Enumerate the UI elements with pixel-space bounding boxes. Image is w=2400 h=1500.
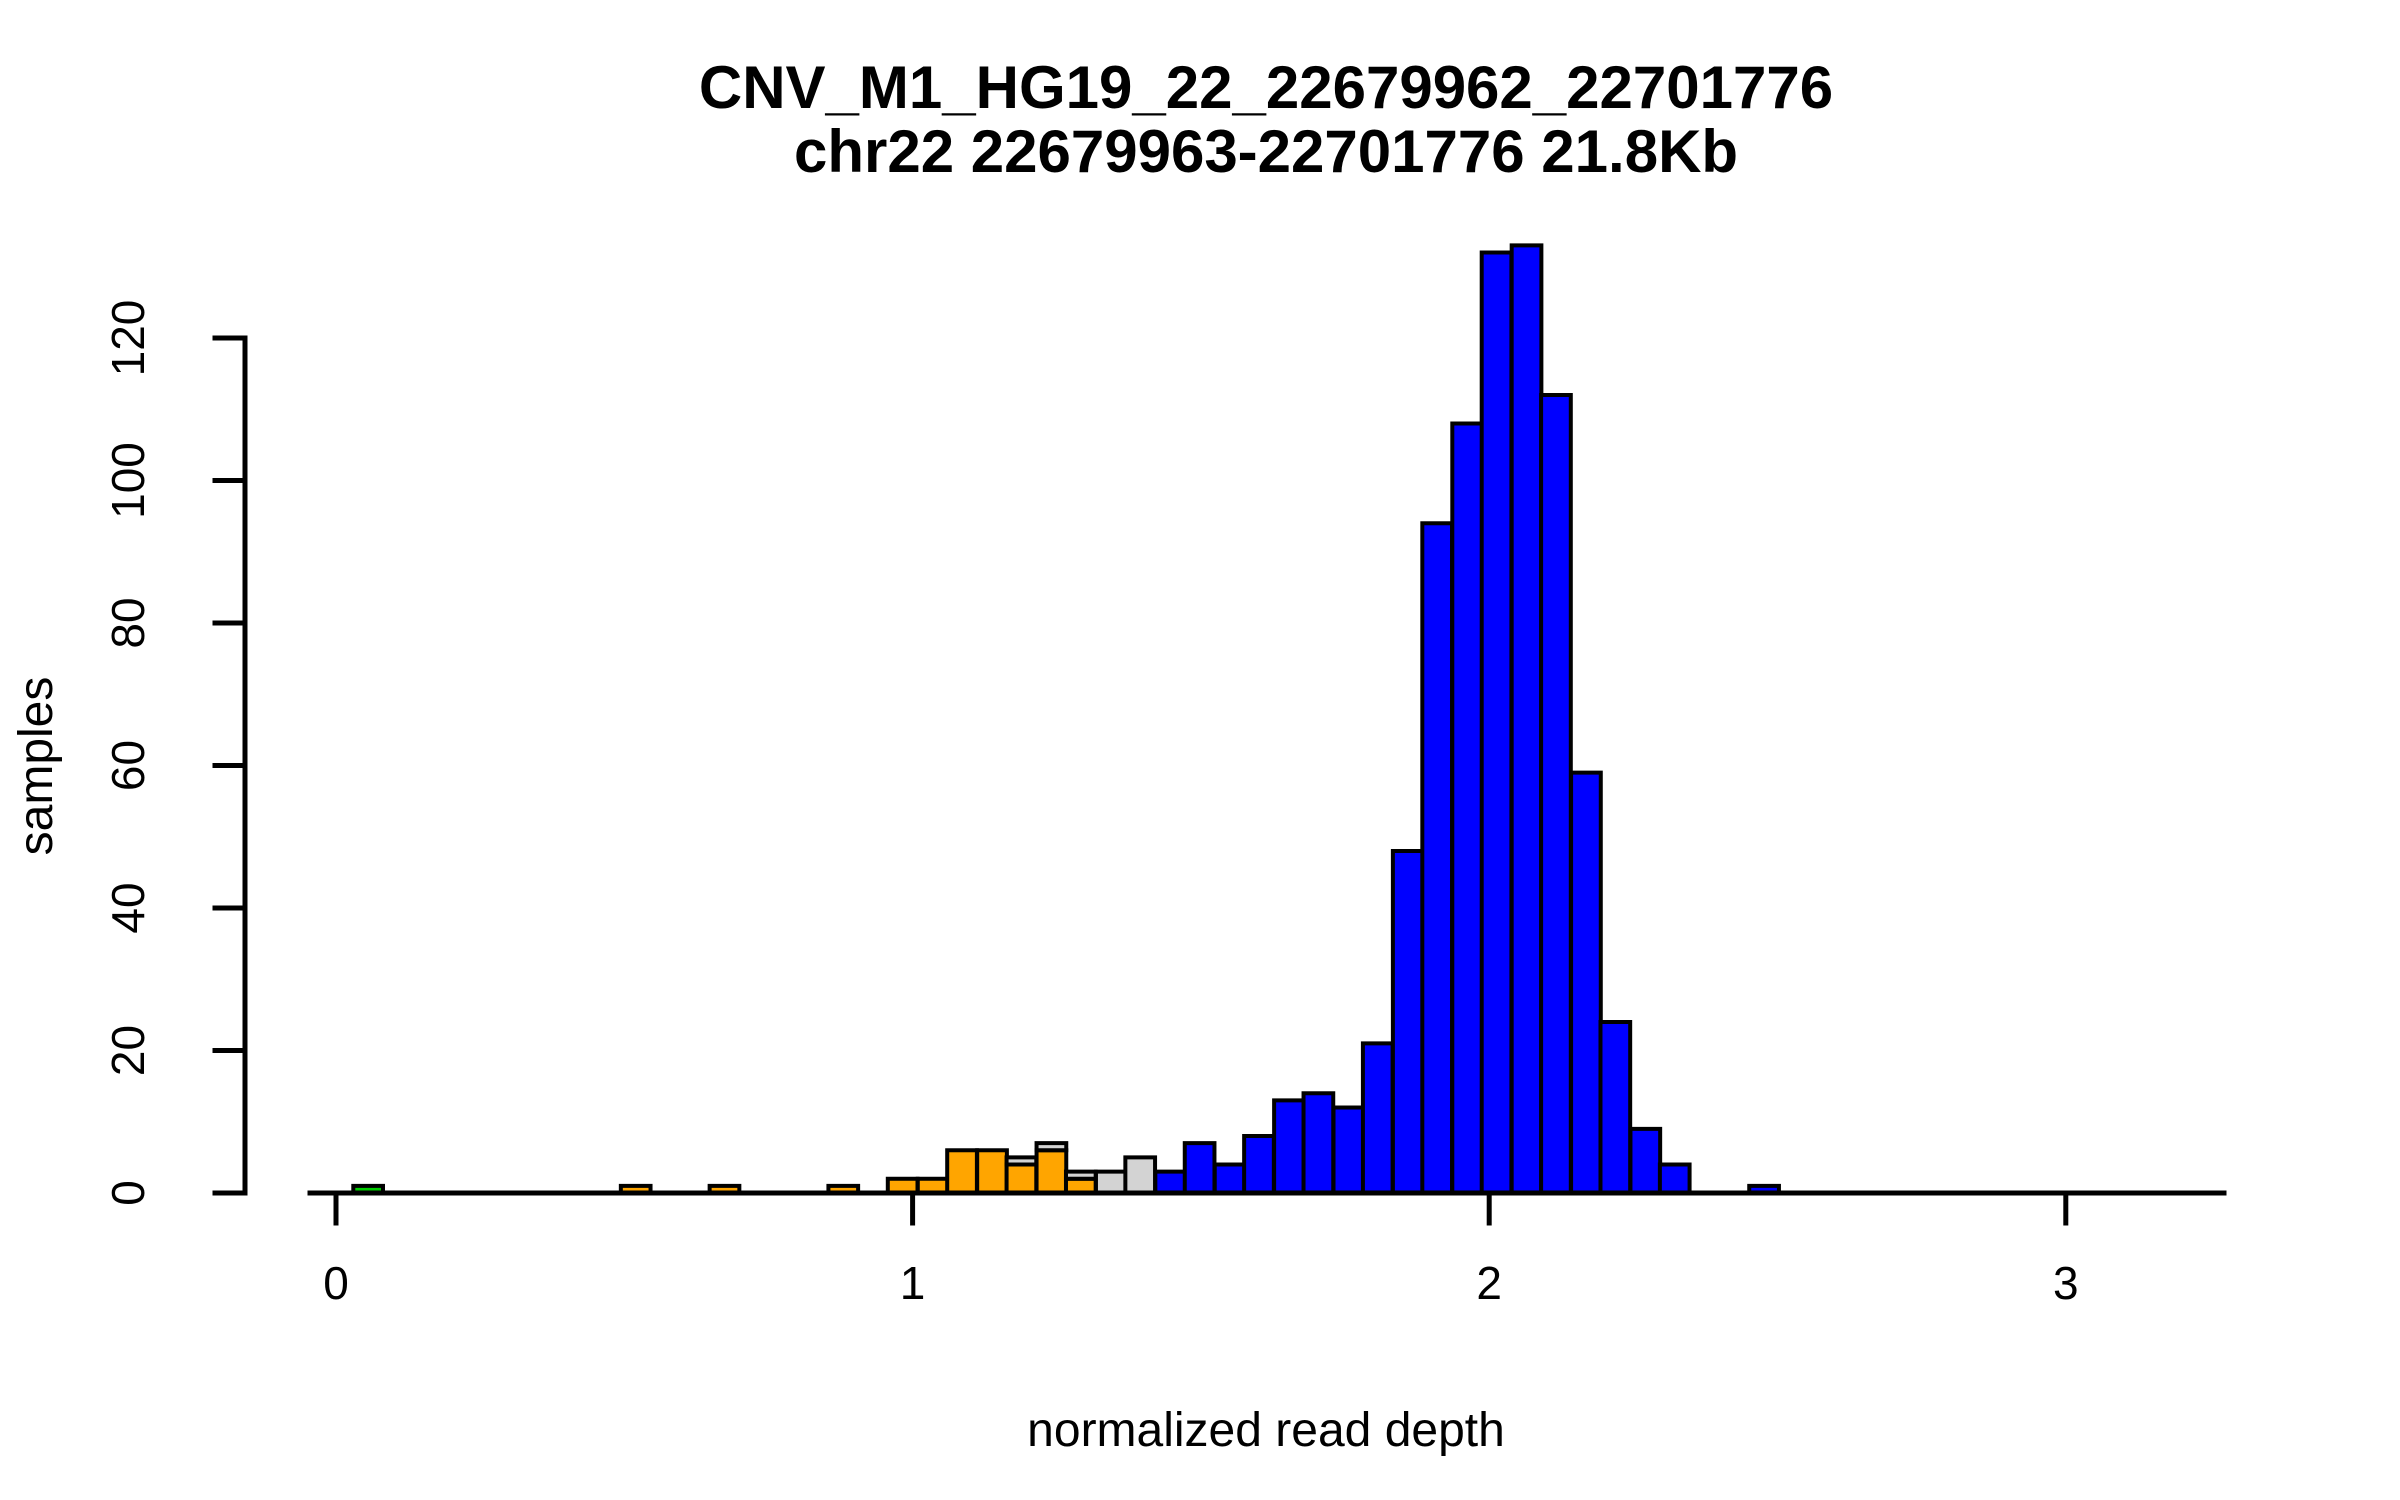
bar-segment-blue [1390, 849, 1425, 1195]
x-axis-label: normalized read depth [1027, 1404, 1505, 1457]
bar-segment-gray [1063, 1169, 1098, 1181]
histogram-bar [1242, 1134, 1276, 1195]
histogram-bar [1657, 1162, 1692, 1195]
histogram-bar [1390, 849, 1425, 1195]
histogram-bar [1153, 1169, 1188, 1195]
histogram-bar [1212, 1162, 1247, 1195]
bar-segment-gray [1034, 1141, 1069, 1153]
bar-segment-blue [1509, 243, 1544, 1195]
histogram-bar [1331, 1105, 1366, 1195]
bar-segment-blue [1450, 421, 1485, 1195]
bar-segment-blue [1598, 1020, 1633, 1195]
bar-segment-orange [975, 1148, 1009, 1196]
x-tick-label: 0 [323, 1257, 349, 1309]
bar-segment-blue [1479, 250, 1514, 1195]
histogram-bars [351, 243, 1781, 1196]
histogram-bar [1063, 1169, 1098, 1196]
bar-segment-gray [1123, 1155, 1158, 1196]
bar-segment-orange [945, 1148, 979, 1196]
bar-segment-blue [1242, 1134, 1276, 1195]
y-tick-label: 120 [102, 300, 154, 377]
bar-segment-blue [1569, 770, 1603, 1195]
bar-segment-blue [1420, 521, 1455, 1196]
y-tick-label: 60 [102, 740, 154, 791]
x-tick-label: 1 [900, 1257, 926, 1309]
histogram-bar [1034, 1141, 1069, 1196]
bar-segment-gray [1093, 1169, 1128, 1195]
histogram-bar [1479, 250, 1514, 1195]
bar-segment-blue [1331, 1105, 1366, 1195]
y-tick-label: 80 [102, 597, 154, 648]
bar-segment-blue [1539, 393, 1573, 1195]
bar-segment-blue [1657, 1162, 1692, 1195]
histogram-bar [1628, 1126, 1663, 1196]
bar-segment-blue [1628, 1126, 1663, 1196]
bar-segment-blue [1301, 1091, 1336, 1196]
histogram-bar [975, 1148, 1009, 1196]
histogram-bar [1598, 1020, 1633, 1195]
y-tick-label: 20 [102, 1025, 154, 1076]
y-tick-label: 100 [102, 442, 154, 519]
histogram-bar [1093, 1169, 1128, 1195]
bar-segment-blue [1212, 1162, 1247, 1195]
histogram-bar [1450, 421, 1485, 1195]
y-tick-label: 0 [102, 1180, 154, 1206]
bar-segment-orange [1034, 1148, 1069, 1196]
histogram-bar [1360, 1041, 1395, 1195]
histogram-bar [1182, 1141, 1217, 1195]
histogram-bar [1539, 393, 1573, 1195]
histogram-bar [1123, 1155, 1158, 1196]
bar-segment-blue [1182, 1141, 1217, 1195]
x-tick-label: 3 [2053, 1257, 2079, 1309]
chart-title-line2: chr22 22679963-22701776 21.8Kb [794, 118, 1738, 185]
bar-segment-orange [1004, 1162, 1039, 1195]
bar-segment-blue [1272, 1098, 1306, 1196]
y-axis-label: samples [10, 677, 63, 856]
y-tick-label: 40 [102, 882, 154, 933]
histogram-bar [1301, 1091, 1336, 1196]
histogram-bar [1569, 770, 1603, 1195]
axes: 0 1 2 3 0 20 40 60 80 100 120 [102, 300, 2227, 1309]
bar-segment-blue [1153, 1169, 1188, 1195]
histogram-bar [1420, 521, 1455, 1196]
bar-segment-blue [1360, 1041, 1395, 1195]
histogram-bar [945, 1148, 979, 1196]
chart-title-line1: CNV_M1_HG19_22_22679962_22701776 [699, 54, 1833, 121]
histogram-bar [1509, 243, 1544, 1195]
histogram-bar [1272, 1098, 1306, 1196]
x-tick-label: 2 [1476, 1257, 1502, 1309]
histogram-bar [1004, 1155, 1039, 1195]
bar-segment-gray [1004, 1155, 1039, 1167]
